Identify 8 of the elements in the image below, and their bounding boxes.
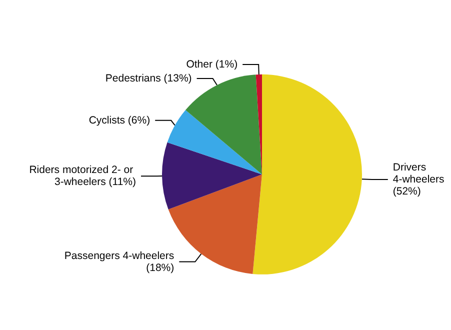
slice-label: Passengers 4-wheelers bbox=[64, 250, 174, 262]
slice-label: Cyclists (6%) bbox=[88, 114, 150, 126]
slice-label: Drivers 4-wheelers bbox=[392, 162, 448, 186]
data-label: (18%) bbox=[143, 262, 174, 274]
slice-label: Pedestrians (13%) bbox=[105, 72, 192, 84]
slice-label: Other (1%) bbox=[186, 58, 238, 70]
slice-label: Riders motorized 2- or 3-wheelers (11%) bbox=[29, 164, 136, 188]
data-label: (52%) bbox=[392, 186, 421, 198]
